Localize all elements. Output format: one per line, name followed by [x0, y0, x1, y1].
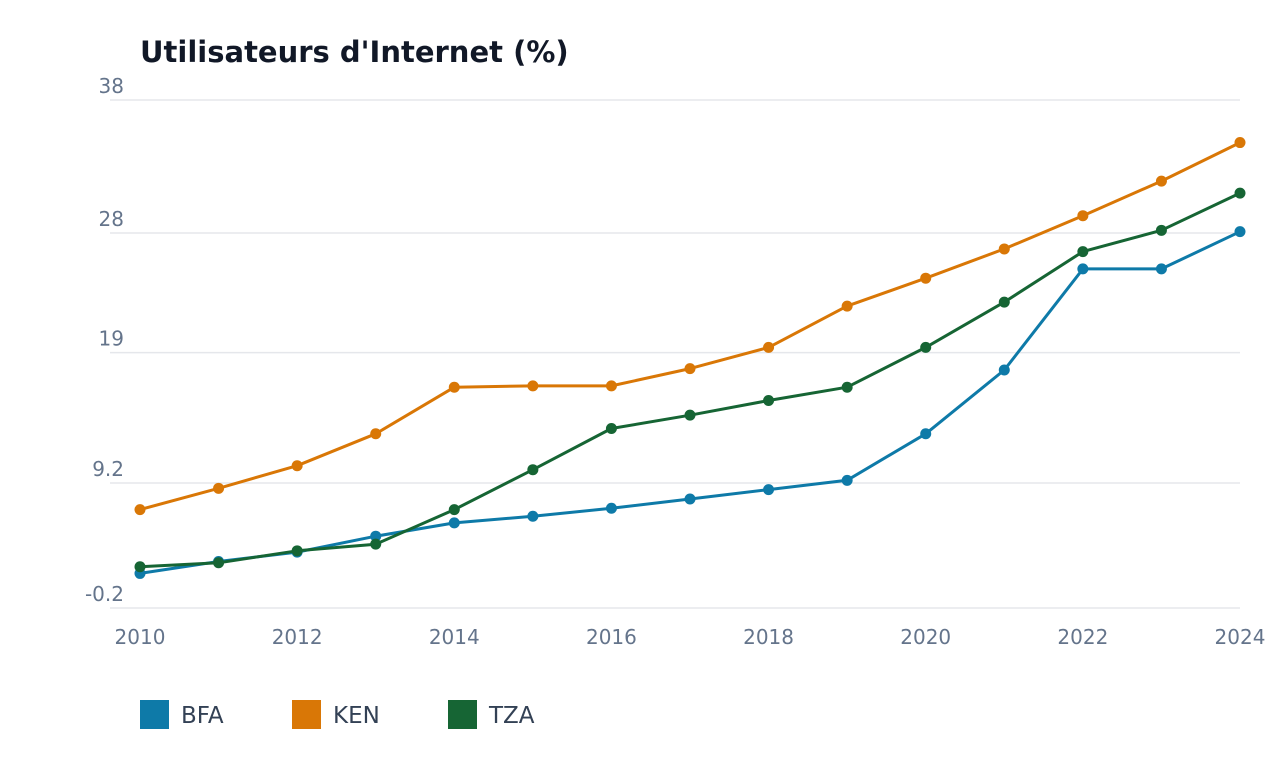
- series-ken: [134, 137, 1246, 516]
- y-tick-label: 9.2: [92, 457, 124, 481]
- legend-swatch: [292, 700, 321, 729]
- data-point: [370, 428, 382, 440]
- legend: BFA KEN TZA: [140, 700, 535, 729]
- data-point: [684, 493, 696, 505]
- data-point: [291, 545, 303, 557]
- data-point: [684, 363, 696, 375]
- legend-swatch: [448, 700, 477, 729]
- data-point: [527, 380, 539, 392]
- legend-label: TZA: [488, 703, 535, 729]
- legend-label: KEN: [333, 703, 380, 729]
- legend-label: BFA: [181, 703, 224, 729]
- chart-title: Utilisateurs d'Internet (%): [140, 35, 569, 69]
- data-point: [920, 428, 932, 440]
- data-point: [763, 395, 775, 407]
- data-point: [1155, 175, 1167, 187]
- x-tick-label: 2022: [1057, 625, 1108, 649]
- data-point: [213, 482, 225, 494]
- data-point: [370, 530, 382, 542]
- y-tick-label: -0.2: [85, 582, 124, 606]
- x-tick-label: 2024: [1215, 625, 1266, 649]
- data-point: [527, 464, 539, 476]
- series-line: [138, 230, 1242, 575]
- series-bfa: [134, 226, 1246, 579]
- series-lines: [134, 137, 1246, 579]
- data-point: [998, 296, 1010, 308]
- data-point: [213, 557, 225, 569]
- series-tza: [134, 187, 1246, 573]
- x-axis: 2010 2012 2014 2016 2018 2020 2022 2024: [115, 625, 1266, 649]
- data-point: [448, 381, 460, 393]
- data-point: [1077, 210, 1089, 222]
- data-point: [1155, 263, 1167, 275]
- legend-item-ken: KEN: [292, 700, 380, 729]
- data-point: [1234, 226, 1246, 238]
- data-point: [448, 517, 460, 529]
- x-tick-label: 2012: [272, 625, 323, 649]
- data-point: [763, 341, 775, 353]
- data-point: [841, 381, 853, 393]
- data-point: [448, 504, 460, 516]
- legend-swatch: [140, 700, 169, 729]
- series-line: [138, 191, 1242, 569]
- data-point: [1155, 224, 1167, 236]
- y-tick-label: 19: [99, 327, 124, 351]
- data-point: [920, 272, 932, 284]
- data-point: [998, 243, 1010, 255]
- x-tick-label: 2014: [429, 625, 480, 649]
- legend-item-bfa: BFA: [140, 700, 224, 729]
- grid-lines: [110, 99, 1240, 609]
- data-point: [527, 510, 539, 522]
- data-point: [134, 504, 146, 516]
- legend-item-tza: TZA: [448, 700, 535, 729]
- data-point: [1077, 246, 1089, 258]
- series-line: [138, 141, 1242, 512]
- data-point: [134, 561, 146, 573]
- data-point: [841, 300, 853, 312]
- data-point: [763, 484, 775, 496]
- x-tick-label: 2016: [586, 625, 637, 649]
- y-tick-label: 28: [99, 207, 124, 231]
- x-tick-label: 2010: [115, 625, 166, 649]
- data-point: [605, 422, 617, 434]
- data-point: [1234, 187, 1246, 199]
- x-tick-label: 2020: [900, 625, 951, 649]
- data-point: [1077, 263, 1089, 275]
- data-point: [605, 502, 617, 514]
- data-point: [370, 538, 382, 550]
- data-point: [605, 380, 617, 392]
- data-point: [841, 474, 853, 486]
- y-axis: 38 28 19 9.2 -0.2: [85, 74, 124, 606]
- data-point: [291, 460, 303, 472]
- data-point: [998, 364, 1010, 376]
- data-point: [920, 341, 932, 353]
- data-point: [684, 409, 696, 421]
- y-tick-label: 38: [99, 74, 124, 98]
- data-point: [1234, 137, 1246, 149]
- x-tick-label: 2018: [743, 625, 794, 649]
